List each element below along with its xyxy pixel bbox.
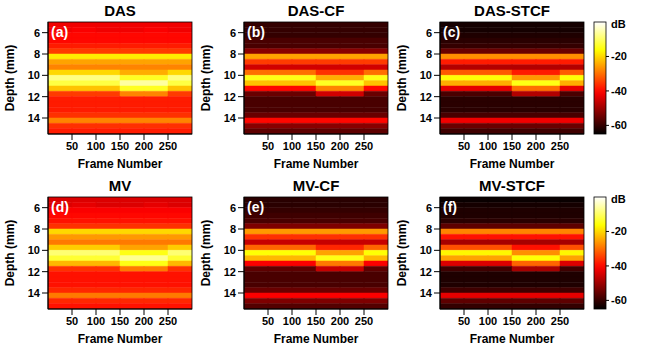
svg-text:200: 200 [527,315,545,327]
svg-text:10: 10 [28,69,40,81]
svg-text:12: 12 [224,91,236,103]
svg-text:14: 14 [224,287,237,299]
svg-text:8: 8 [230,223,236,235]
svg-text:50: 50 [66,315,78,327]
svg-text:100: 100 [87,315,105,327]
svg-text:6: 6 [34,202,40,214]
html-text:(d): (d) [51,199,69,215]
html-text:MV-CF: MV-CF [292,177,340,194]
svg-text:dB: dB [611,18,626,30]
svg-text:8: 8 [34,48,40,60]
svg-text:150: 150 [111,140,129,152]
svg-text:-60: -60 [611,294,627,306]
svg-text:8: 8 [426,223,432,235]
svg-text:10: 10 [420,244,432,256]
svg-text:10: 10 [28,244,40,256]
svg-text:200: 200 [135,315,153,327]
svg-text:6: 6 [230,202,236,214]
svg-text:100: 100 [87,140,105,152]
svg-text:12: 12 [28,91,40,103]
svg-text:200: 200 [527,140,545,152]
svg-text:8: 8 [34,223,40,235]
html-text:MV-STCF: MV-STCF [479,177,545,194]
svg-text:100: 100 [283,140,301,152]
svg-text:8: 8 [426,48,432,60]
svg-text:14: 14 [420,112,433,124]
svg-text:100: 100 [479,140,497,152]
svg-text:6: 6 [230,27,236,39]
svg-text:-20: -20 [611,225,627,237]
svg-text:8: 8 [230,48,236,60]
svg-text:200: 200 [135,140,153,152]
svg-text:-60: -60 [611,119,627,131]
svg-text:-40: -40 [611,260,627,272]
html-text:(f): (f) [443,199,457,215]
html-text:DAS: DAS [104,2,136,19]
svg-text:Depth (mm): Depth (mm) [199,220,213,287]
svg-text:250: 250 [355,140,373,152]
svg-text:250: 250 [355,315,373,327]
svg-text:6: 6 [426,202,432,214]
svg-text:12: 12 [28,266,40,278]
svg-text:Frame Number: Frame Number [78,157,163,171]
svg-text:150: 150 [503,315,521,327]
svg-text:100: 100 [283,315,301,327]
html-text:(b): (b) [247,24,265,40]
svg-text:6: 6 [34,27,40,39]
svg-text:14: 14 [224,112,237,124]
svg-text:100: 100 [479,315,497,327]
svg-text:150: 150 [503,140,521,152]
svg-text:Frame Number: Frame Number [470,332,555,346]
svg-text:150: 150 [307,140,325,152]
svg-text:50: 50 [262,140,274,152]
svg-text:Frame Number: Frame Number [274,157,359,171]
svg-text:10: 10 [224,244,236,256]
svg-text:250: 250 [159,315,177,327]
svg-text:14: 14 [28,112,41,124]
svg-text:250: 250 [159,140,177,152]
svg-text:10: 10 [224,69,236,81]
svg-text:12: 12 [224,266,236,278]
html-text:(c): (c) [443,24,461,40]
svg-text:250: 250 [551,140,569,152]
svg-text:-20: -20 [611,50,627,62]
svg-text:50: 50 [262,315,274,327]
svg-text:Depth (mm): Depth (mm) [3,220,17,287]
svg-text:Depth (mm): Depth (mm) [395,220,409,287]
svg-text:150: 150 [111,315,129,327]
svg-text:Frame Number: Frame Number [274,332,359,346]
html-text:MV: MV [108,177,132,194]
svg-text:Frame Number: Frame Number [78,332,163,346]
svg-text:14: 14 [28,287,41,299]
svg-text:Depth (mm): Depth (mm) [3,45,17,112]
svg-text:50: 50 [458,315,470,327]
svg-text:200: 200 [331,140,349,152]
svg-text:200: 200 [331,315,349,327]
html-text:(a): (a) [51,24,69,40]
html-text:DAS-CF: DAS-CF [287,2,345,19]
svg-text:12: 12 [420,266,432,278]
svg-text:50: 50 [66,140,78,152]
svg-text:Depth (mm): Depth (mm) [199,45,213,112]
svg-text:6: 6 [426,27,432,39]
svg-text:12: 12 [420,91,432,103]
html-text:DAS-STCF: DAS-STCF [474,2,550,19]
svg-text:Depth (mm): Depth (mm) [395,45,409,112]
html-text:(e): (e) [247,199,265,215]
svg-text:Frame Number: Frame Number [470,157,555,171]
svg-text:-40: -40 [611,85,627,97]
svg-text:10: 10 [420,69,432,81]
svg-text:50: 50 [458,140,470,152]
svg-text:250: 250 [551,315,569,327]
svg-text:14: 14 [420,287,433,299]
svg-text:150: 150 [307,315,325,327]
svg-text:dB: dB [611,193,626,205]
